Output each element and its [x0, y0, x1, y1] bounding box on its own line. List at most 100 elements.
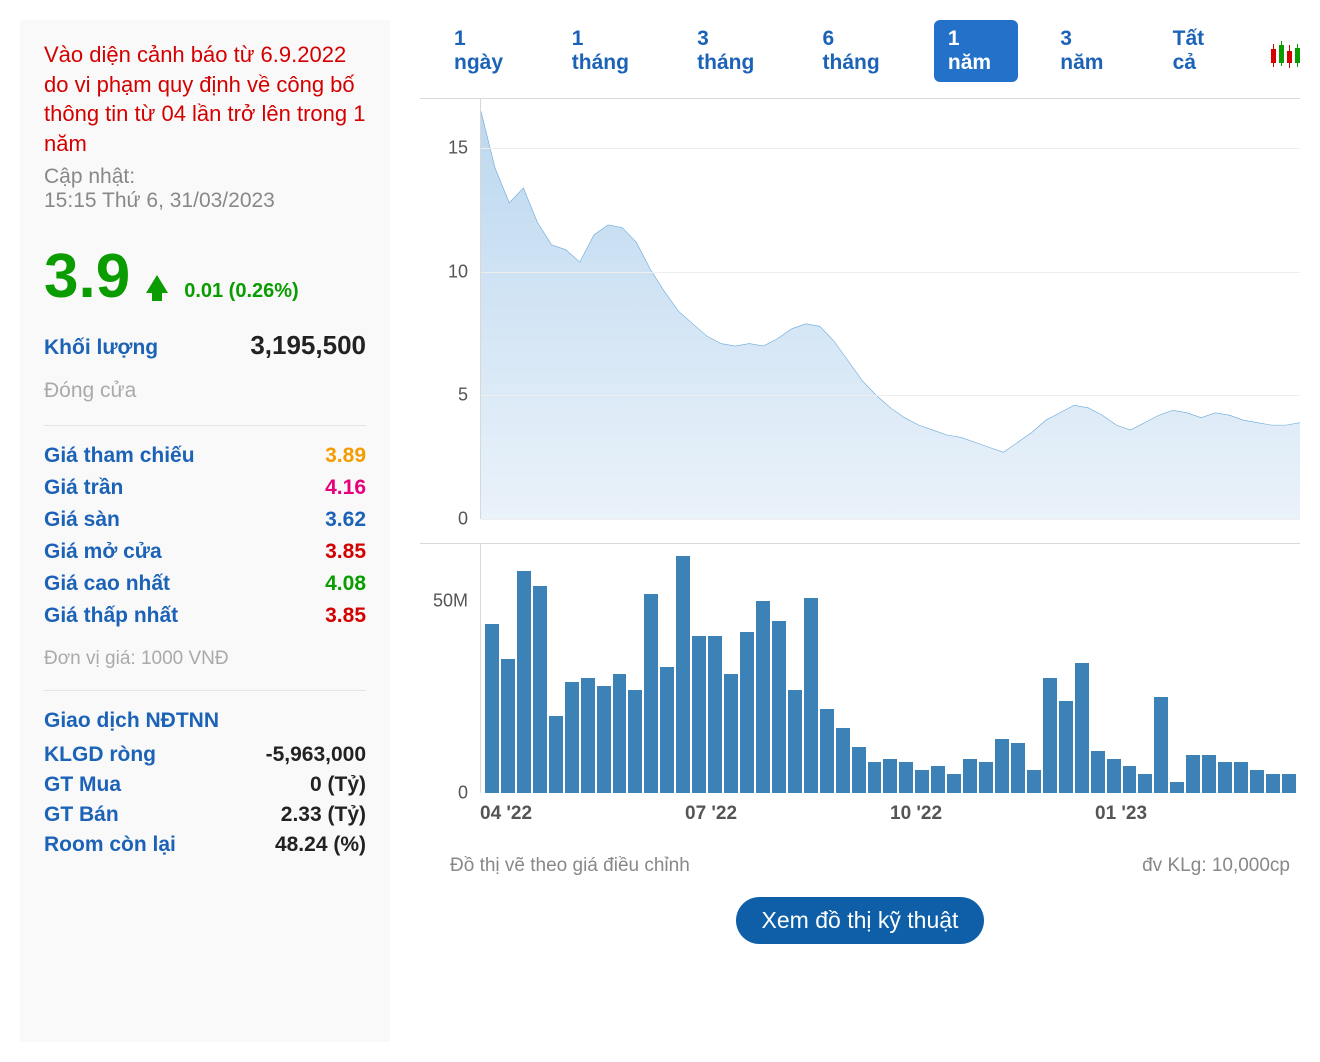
note-right: đv KLg: 10,000cp [1142, 855, 1290, 877]
stat-label: Giá tham chiếu [44, 444, 195, 468]
stat-label: Giá cao nhất [44, 572, 170, 596]
price-yaxis: 051015 [420, 99, 480, 519]
volume-bar [1091, 751, 1105, 793]
volume-bar [485, 624, 499, 793]
ytick: 0 [458, 509, 468, 530]
price-plot[interactable] [480, 99, 1300, 519]
volume-bar [613, 674, 627, 793]
volume-bar [628, 690, 642, 793]
stat-value: 3.62 [325, 508, 366, 532]
volume-bar [899, 762, 913, 793]
volume-bar [565, 682, 579, 793]
volume-bar [517, 571, 531, 793]
volume-bar [533, 586, 547, 793]
stat-row: Giá thấp nhất 3.85 [44, 604, 366, 628]
foreign-row: GT Bán 2.33 (Tỷ) [44, 803, 366, 827]
divider [44, 425, 366, 426]
volume-yaxis: 050M [420, 544, 480, 793]
volume-bar [1218, 762, 1232, 793]
price-row: 3.9 0.01 (0.26%) [44, 241, 366, 312]
volume-bar [708, 636, 722, 793]
volume-bar [1154, 697, 1168, 793]
volume-bar [947, 774, 961, 793]
divider [44, 690, 366, 691]
stat-row: Giá tham chiếu3.89 [44, 444, 366, 468]
foreign-value: 2.33 (Tỷ) [281, 803, 366, 827]
stat-label: Giá sàn [44, 508, 120, 532]
arrow-up-icon [146, 275, 168, 293]
price-stats: Giá tham chiếu3.89 Giá trần4.16 Giá sàn 3.6… [44, 444, 366, 628]
volume-bar [1170, 782, 1184, 793]
stat-row: Giá trần4.16 [44, 476, 366, 500]
grid-line [481, 148, 1300, 149]
warning-notice: Vào diện cảnh báo từ 6.9.2022 do vi phạm… [44, 40, 366, 159]
volume-bar [597, 686, 611, 793]
stat-label: Giá mở cửa [44, 540, 162, 564]
foreign-row: GT Mua0 (Tỷ) [44, 773, 366, 797]
area-svg [481, 99, 1300, 519]
volume-bar [963, 759, 977, 793]
tab-1-ngày[interactable]: 1 ngày [440, 20, 530, 82]
volume-bar [931, 766, 945, 793]
tab-Tất-cả[interactable]: Tất cả [1159, 20, 1243, 82]
price-change: 0.01 (0.26%) [184, 280, 299, 303]
volume-value: 3,195,500 [250, 330, 366, 361]
tab-3-năm[interactable]: 3 năm [1046, 20, 1130, 82]
ytick: 0 [458, 783, 468, 804]
volume-bar [995, 739, 1009, 793]
volume-bar [1027, 770, 1041, 793]
stat-row: Giá mở cửa3.85 [44, 540, 366, 564]
volume-bar [1234, 762, 1248, 793]
ytick: 15 [448, 138, 468, 159]
main-panel: 1 ngày 1 tháng 3 tháng 6 tháng 1 năm 3 năm Tất… [420, 20, 1300, 1042]
foreign-label: GT Bán [44, 803, 119, 827]
volume-bar [820, 709, 834, 793]
volume-row: Khối lượng 3,195,500 [44, 330, 366, 361]
volume-bar [581, 678, 595, 793]
volume-bar [915, 770, 929, 793]
volume-bar [883, 759, 897, 793]
volume-label: Khối lượng [44, 336, 158, 360]
volume-bar [756, 601, 770, 793]
volume-bar [1043, 678, 1057, 793]
volume-bar [868, 762, 882, 793]
volume-bar [788, 690, 802, 793]
foreign-row: Room còn lại48.24 (%) [44, 833, 366, 857]
volume-bar [501, 659, 515, 793]
volume-bar [1250, 770, 1264, 793]
stat-value: 4.16 [325, 476, 366, 500]
candlestick-icon[interactable] [1271, 39, 1300, 63]
tab-1-năm[interactable]: 1 năm [934, 20, 1018, 82]
stat-row: Giá cao nhất4.08 [44, 572, 366, 596]
stat-value: 3.85 [325, 604, 366, 628]
volume-bar [1011, 743, 1025, 793]
chart-container: 051015 050M 04 '2207 '2210 '2201 '23 [420, 98, 1300, 825]
foreign-title: Giao dịch NĐTNN [44, 709, 366, 733]
volume-plot[interactable] [480, 544, 1300, 793]
volume-bar [1059, 701, 1073, 793]
chart-notes: Đồ thị vẽ theo giá điều chỉnh đv KLg: 10… [420, 855, 1300, 877]
technical-chart-button[interactable]: Xem đồ thị kỹ thuật [736, 897, 985, 944]
foreign-value: 48.24 (%) [275, 833, 366, 857]
volume-bar [1138, 774, 1152, 793]
timeframe-tabs: 1 ngày 1 tháng 3 tháng 6 tháng 1 năm 3 năm Tất… [420, 20, 1300, 82]
foreign-value: -5,963,000 [266, 743, 366, 767]
tab-3-tháng[interactable]: 3 tháng [683, 20, 780, 82]
volume-bar [692, 636, 706, 793]
foreign-value: 0 (Tỷ) [310, 773, 366, 797]
current-price: 3.9 [44, 241, 130, 312]
volume-bar [1186, 755, 1200, 793]
volume-bar [1266, 774, 1280, 793]
grid-line [481, 395, 1300, 396]
stat-label: Giá thấp nhất [44, 604, 178, 628]
volume-bar [772, 621, 786, 793]
stat-row: Giá sàn 3.62 [44, 508, 366, 532]
ytick: 50M [433, 591, 468, 612]
volume-bar [676, 556, 690, 794]
tab-1-tháng[interactable]: 1 tháng [558, 20, 655, 82]
tab-6-tháng[interactable]: 6 tháng [809, 20, 906, 82]
volume-bar [1123, 766, 1137, 793]
volume-bar [979, 762, 993, 793]
update-label: Cập nhật: [44, 165, 366, 189]
xtick: 01 '23 [1095, 803, 1300, 825]
